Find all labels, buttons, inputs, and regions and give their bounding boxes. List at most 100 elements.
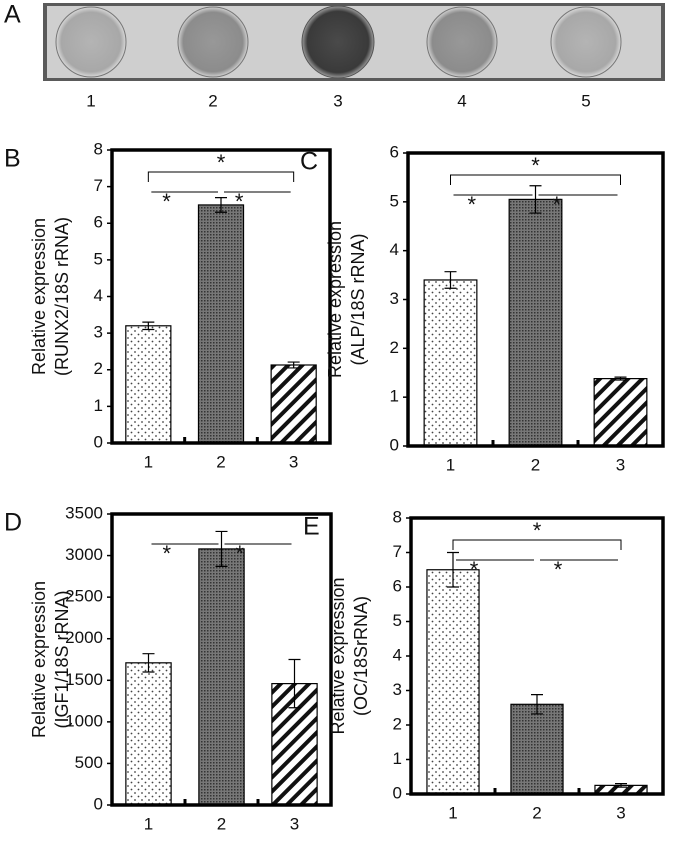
bar [426,569,480,795]
significance-label: * [162,189,171,214]
y-tick-label: 8 [393,507,402,526]
error-bar [142,321,155,331]
x-tick-label: 3 [616,803,625,822]
plot-frame [409,516,665,796]
bar [510,703,564,795]
x-tick [183,437,187,443]
x-tick-label: 2 [532,803,541,822]
error-bar [215,530,228,567]
bar [125,662,172,806]
y-tick-label: 8 [94,139,103,158]
panel-label: D [4,509,22,537]
y-tick-label: 3 [94,323,103,342]
y-tick-label: 1000 [65,711,103,730]
well-label: 5 [581,91,590,110]
bar [508,198,563,447]
panel-label: E [303,513,320,541]
y-axis-label: Relative expression [325,221,345,378]
bar [423,279,478,447]
y-tick-label: 1 [390,387,399,406]
y-tick-label: 1 [393,749,402,768]
y-tick-label: 1 [94,396,103,415]
x-tick-label: 3 [290,814,299,833]
error-bar [444,271,457,289]
well [426,6,498,78]
y-axis-label: (OC/18SrRNA) [351,596,371,716]
panel-a-photo [43,3,665,81]
y-tick-label: 2 [390,338,399,357]
y-axis-label: Relative expression [328,577,348,734]
bar [197,204,245,444]
y-tick-label: 4 [94,286,103,305]
y-tick-label: 4 [393,645,402,664]
well-label: 1 [86,91,95,110]
y-tick-label: 0 [390,435,399,454]
x-tick [255,437,259,443]
bar [593,378,648,447]
y-tick-label: 6 [390,142,399,161]
significance-label: * [531,153,540,178]
panel-label: C [300,148,318,176]
y-tick-label: 6 [393,576,402,595]
y-tick-label: 5 [393,611,402,630]
significance-bracket [147,171,295,182]
y-tick-label: 2 [94,359,103,378]
y-tick-label: 1500 [65,670,103,689]
panel-label: A [4,1,21,29]
y-tick-label: 4 [390,240,399,259]
x-tick-label: 2 [531,455,540,474]
y-tick-label: 3000 [65,545,103,564]
significance-label: * [554,557,563,582]
significance-label: * [533,518,542,543]
error-bar [447,551,459,588]
y-tick-label: 2 [393,714,402,733]
x-tick [491,440,495,446]
y-axis-label: Relative expression [29,218,49,375]
significance-label: * [217,150,226,175]
y-tick-label: 5 [390,191,399,210]
y-tick-label: 0 [393,783,402,802]
error-bar [215,197,227,213]
x-tick-label: 2 [216,452,225,471]
significance-label: * [235,541,244,566]
significance-label: * [162,541,171,566]
plot-frame [406,151,665,448]
error-bar [287,361,300,369]
significance-label: * [470,557,479,582]
x-tick [183,799,187,805]
well [301,5,375,79]
well [55,6,127,78]
bar [125,325,172,444]
bar [270,364,317,444]
well-label: 4 [457,91,466,110]
x-tick-label: 3 [616,455,625,474]
well-label: 3 [333,91,342,110]
plot-frame [110,512,333,807]
y-tick-label: 2000 [65,628,103,647]
bar [198,548,245,806]
error-bar [142,653,155,673]
well [550,6,622,78]
y-tick-label: 7 [393,542,402,561]
error-bar [615,783,627,788]
x-tick-label: 3 [289,452,298,471]
well [177,6,249,78]
significance-bracket [450,174,621,185]
y-tick-label: 3 [390,289,399,308]
x-tick-label: 2 [217,814,226,833]
significance-label: * [235,189,244,214]
plot-frame [110,148,332,445]
error-bar [614,376,627,381]
y-tick-label: 500 [75,753,103,772]
y-tick-label: 7 [94,176,103,195]
error-bar [529,185,542,214]
error-bar [531,694,543,715]
y-axis-label: (RUNX2/18S rRNA) [52,217,72,376]
y-axis-label: Relative expression [29,581,49,738]
y-tick-label: 6 [94,213,103,232]
y-tick-label: 2500 [65,587,103,606]
error-bar [288,658,301,709]
significance-label: * [552,192,561,217]
y-axis-label: (IGF1/18S rRNA) [52,590,72,728]
